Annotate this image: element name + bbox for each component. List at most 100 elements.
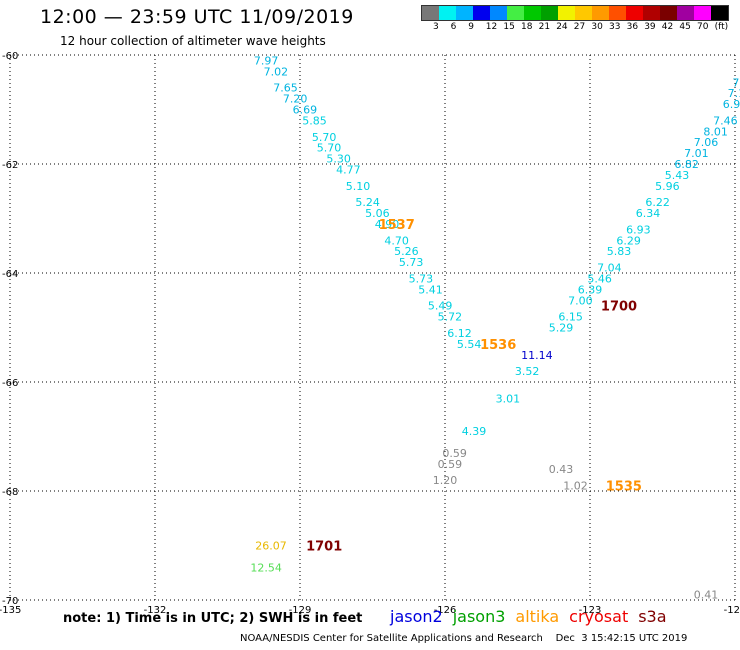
wave-height-label: 6.29 bbox=[616, 234, 641, 247]
units-note: note: 1) Time is in UTC; 2) SWH is in fe… bbox=[63, 611, 363, 626]
x-tick-label: -123 bbox=[579, 605, 602, 616]
y-tick-label: -62 bbox=[2, 160, 18, 171]
wave-height-label: 4.77 bbox=[336, 163, 361, 176]
wave-height-label: 7.47 bbox=[732, 76, 740, 89]
legend-label: 3 bbox=[433, 22, 439, 32]
legend-label: 42 bbox=[661, 22, 674, 32]
legend-label: 30 bbox=[591, 22, 603, 32]
chart-title: 12:00 — 23:59 UTC 11/09/2019 bbox=[40, 6, 354, 28]
legend-label: 45 bbox=[679, 22, 691, 32]
legend-swatch bbox=[507, 6, 524, 20]
legend-label: (ft) bbox=[714, 22, 729, 32]
wave-height-label: 0.59 bbox=[442, 447, 467, 460]
wave-height-label: 6.96 bbox=[723, 98, 740, 111]
wave-height-label: 5.54 bbox=[457, 338, 482, 351]
wave-height-label: 4.90 bbox=[375, 218, 400, 231]
legend-label: 27 bbox=[573, 22, 586, 32]
grid-lines bbox=[9, 54, 736, 601]
legend-swatch bbox=[609, 6, 626, 20]
wave-height-label: 12.54 bbox=[250, 561, 282, 574]
chart-subtitle: 12 hour collection of altimeter wave hei… bbox=[60, 34, 326, 48]
wave-height-label: 7.02 bbox=[264, 65, 289, 78]
y-tick-label: -64 bbox=[2, 269, 18, 280]
wave-height-label: 7.97 bbox=[254, 54, 279, 67]
legend-label: 24 bbox=[556, 22, 568, 32]
wave-height-label: 4.39 bbox=[462, 425, 487, 438]
wave-height-label: 5.96 bbox=[655, 180, 680, 193]
legend-swatch bbox=[694, 6, 711, 20]
legend-label: 18 bbox=[521, 22, 533, 32]
x-tick-label: -129 bbox=[289, 605, 312, 616]
x-tick-label: -126 bbox=[434, 605, 457, 616]
wave-height-label: 7.04 bbox=[597, 262, 622, 275]
legend-label: 6 bbox=[450, 22, 457, 32]
wave-height-label: 1.02 bbox=[563, 480, 588, 493]
legend-swatch bbox=[626, 6, 643, 20]
wave-height-label: 6.34 bbox=[636, 207, 661, 220]
wave-height-label: 5.73 bbox=[409, 272, 434, 285]
pass-time-label: 1701 bbox=[306, 540, 342, 555]
legend-swatch bbox=[711, 6, 728, 20]
wave-height-label: 6.15 bbox=[558, 311, 583, 324]
satellite-jason2: jason2 bbox=[390, 607, 443, 626]
wave-height-label: 6.93 bbox=[626, 223, 651, 236]
wave-height-label: 0.41 bbox=[694, 589, 719, 602]
legend-label: 36 bbox=[626, 22, 639, 32]
legend-swatches bbox=[421, 5, 729, 21]
satellite-jason3: jason3 bbox=[452, 607, 506, 626]
legend-swatch bbox=[575, 6, 592, 20]
wave-height-label: 3.52 bbox=[515, 365, 540, 378]
wave-height-label: 5.85 bbox=[302, 114, 327, 127]
y-tick-label: -66 bbox=[2, 378, 18, 389]
legend-swatch bbox=[592, 6, 609, 20]
pass-time-label: 1700 bbox=[601, 300, 637, 315]
legend-label: 39 bbox=[644, 22, 656, 32]
pass-time-label: 1535 bbox=[606, 480, 642, 495]
pass-time-label: 1537 bbox=[379, 218, 415, 233]
wave-height-label: 5.72 bbox=[438, 311, 463, 324]
wave-height-label: 7.46 bbox=[713, 114, 738, 127]
satellite-cryosat: cryosat bbox=[569, 607, 629, 626]
legend-swatch bbox=[558, 6, 575, 20]
wave-height-label: 3.01 bbox=[496, 392, 521, 405]
legend-swatch bbox=[456, 6, 473, 20]
wave-height-label: 11.14 bbox=[521, 349, 553, 362]
wave-height-label: 5.46 bbox=[587, 272, 612, 285]
pass-time-label: 1536 bbox=[480, 338, 516, 353]
wave-height-label: 4.70 bbox=[384, 234, 409, 247]
legend-swatch bbox=[524, 6, 541, 20]
wave-height-label: 7.06 bbox=[694, 136, 719, 149]
wave-height-label: 1.20 bbox=[433, 474, 458, 487]
wave-height-label: 7.65 bbox=[273, 82, 298, 95]
wave-height-label: 7.01 bbox=[684, 147, 709, 160]
legend-swatch bbox=[541, 6, 558, 20]
wave-height-label: 5.30 bbox=[326, 153, 351, 166]
legend-label: 9 bbox=[468, 22, 474, 32]
legend-label: 33 bbox=[609, 22, 621, 32]
axis-ticks: -135 -132 -129 -126 -123 -120 -60 -62 -64 -66 -68 -… bbox=[0, 51, 740, 616]
wave-height-label: 26.07 bbox=[255, 540, 287, 553]
credit-line: NOAA/NESDIS Center for Satellite Applica… bbox=[240, 633, 688, 644]
wave-height-label: 6.69 bbox=[293, 104, 318, 117]
legend-swatch bbox=[490, 6, 507, 20]
legend-swatch bbox=[422, 6, 439, 20]
wave-height-label: 5.70 bbox=[312, 131, 337, 144]
satellite-s3a: s3a bbox=[638, 607, 667, 626]
legend-label: 21 bbox=[538, 22, 551, 32]
wave-height-label: 5.43 bbox=[665, 169, 690, 182]
wave-height-label: 6.82 bbox=[674, 158, 699, 171]
legend-label: 70 bbox=[697, 22, 709, 32]
wave-height-label: 5.29 bbox=[549, 322, 574, 335]
wave-height-label: 6.12 bbox=[447, 327, 472, 340]
wave-height-label: 5.41 bbox=[418, 283, 443, 296]
y-tick-label: -60 bbox=[2, 51, 18, 62]
data-points: 7.977.027.657.206.695.855.705.705.304.77… bbox=[250, 54, 740, 601]
wave-height-label: 0.59 bbox=[438, 458, 463, 471]
wave-height-label: 8.01 bbox=[703, 125, 728, 138]
wave-height-label: 6.22 bbox=[645, 196, 670, 209]
wave-height-label: 0.43 bbox=[549, 463, 574, 476]
legend-swatch bbox=[439, 6, 456, 20]
wave-height-label: 5.24 bbox=[355, 196, 380, 209]
wave-height-label: 5.10 bbox=[346, 180, 371, 193]
legend-labels: 3 6 9 12 15 18 21 24 27 30 33 36 39 42 45 70 (ft) bbox=[421, 22, 740, 36]
